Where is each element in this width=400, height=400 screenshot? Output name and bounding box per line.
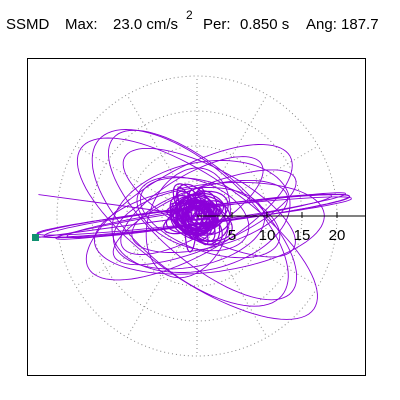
- radial-tick-label: 10: [259, 227, 276, 244]
- grid-spoke: [196, 145, 319, 217]
- orbit-loop: [76, 137, 318, 320]
- component-label: SSMD: [6, 16, 50, 33]
- angle-readout: Ang: 187.7: [306, 16, 379, 33]
- orbit-loop: [112, 187, 266, 270]
- grid-spoke: [126, 215, 198, 338]
- orbit-loop: [36, 196, 353, 236]
- orbit-loop: [175, 183, 221, 245]
- orbit-loop: [55, 192, 347, 240]
- polar-axes: [35, 194, 366, 239]
- orbit-loop: [112, 169, 297, 266]
- orbit-loop: [178, 198, 214, 232]
- plot-frame: [27, 58, 366, 376]
- orbit-loop: [120, 156, 264, 255]
- motion-trace: [35, 129, 353, 320]
- grid-spoke: [196, 94, 268, 217]
- radial-tick-label: 5: [228, 227, 236, 244]
- max-value: 23.0 cm/s: [113, 16, 179, 33]
- orbit-loop: [91, 129, 289, 307]
- plot-header: SSMD Max: 23.0 cm/s 2 Per: 0.850 s Ang: …: [0, 0, 400, 44]
- max-unit-exponent: 2: [186, 8, 193, 22]
- grid-spoke: [196, 215, 319, 287]
- grid-spoke: [196, 215, 268, 338]
- radial-tick-label: 20: [329, 227, 346, 244]
- orbit-loop: [136, 176, 250, 252]
- orbit-loop: [169, 195, 223, 246]
- direction-line: [35, 215, 198, 239]
- max-label: Max:: [65, 16, 98, 33]
- orbit-loop: [93, 181, 325, 275]
- period-value: 0.850 s: [240, 16, 290, 33]
- direction-line: [38, 194, 198, 217]
- period-label: Per:: [203, 16, 231, 33]
- orbit-loop: [131, 179, 288, 253]
- direction-marker: [32, 234, 39, 241]
- orbit-loop: [85, 144, 293, 281]
- grid-spoke: [126, 94, 198, 217]
- grid-spoke: [75, 215, 198, 287]
- radial-tick-labels: 5 10 15 20: [228, 212, 346, 244]
- grid-spoke: [75, 145, 198, 217]
- radial-tick-label: 15: [294, 227, 311, 244]
